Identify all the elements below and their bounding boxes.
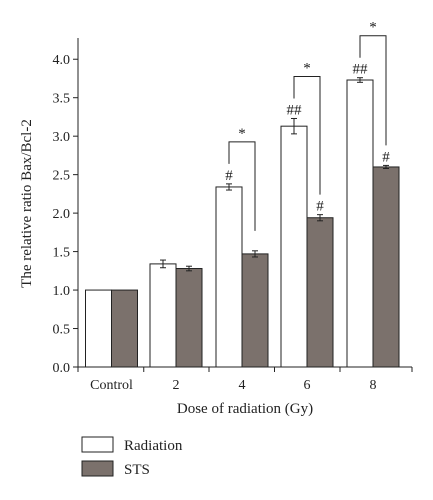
comparison-bracket bbox=[228, 141, 256, 231]
bar-radiation-1 bbox=[149, 263, 177, 368]
axes: 0.0 0.5 1.0 1.5 2.0 2.5 3.0 3.5 4.0 Control 2 4 6 8 bbox=[53, 38, 413, 393]
y-tick-label: 0.0 bbox=[53, 361, 71, 376]
bar-radiation-0 bbox=[85, 289, 112, 368]
significance-mark: # bbox=[316, 199, 324, 215]
legend-swatch bbox=[81, 436, 114, 453]
bar-sts-3 bbox=[306, 217, 334, 368]
comparison-bracket bbox=[293, 75, 321, 195]
y-tick-label: 2.5 bbox=[53, 169, 71, 184]
legend: Radiation STS bbox=[81, 436, 183, 478]
comparison-label: * bbox=[303, 60, 311, 76]
comparison-bracket bbox=[359, 35, 387, 146]
bar-sts-0 bbox=[111, 289, 138, 368]
bar-radiation-3 bbox=[280, 125, 308, 368]
x-tick-label: 2 bbox=[173, 378, 180, 393]
bar-sts-2 bbox=[241, 253, 269, 368]
significance-mark: ## bbox=[353, 62, 369, 78]
significance-mark: ## bbox=[287, 102, 303, 118]
x-axis-title: Dose of radiation (Gy) bbox=[177, 401, 313, 417]
y-axis-title: The relative ratio Bax/Bcl-2 bbox=[19, 119, 35, 288]
legend-label: Radiation bbox=[124, 438, 183, 454]
significance-mark: # bbox=[225, 168, 233, 184]
bar-sts-1 bbox=[175, 268, 203, 368]
y-tick-label: 2.0 bbox=[53, 207, 71, 222]
x-tick-label: 6 bbox=[304, 378, 311, 393]
plot-area: #######*** bbox=[85, 20, 400, 368]
significance-mark: # bbox=[382, 149, 390, 165]
legend-swatch bbox=[81, 460, 114, 477]
x-tick-label: Control bbox=[90, 378, 133, 393]
x-tick-label: 4 bbox=[239, 378, 246, 393]
comparison-label: * bbox=[238, 126, 246, 142]
y-tick-label: 3.5 bbox=[53, 92, 71, 107]
y-tick-label: 4.0 bbox=[53, 53, 71, 68]
comparison-label: * bbox=[369, 20, 377, 36]
y-tick-label: 1.5 bbox=[53, 246, 71, 261]
y-tick-label: 0.5 bbox=[53, 323, 71, 338]
bar-sts-4 bbox=[372, 166, 400, 368]
bar-radiation-2 bbox=[215, 186, 243, 368]
y-tick-label: 3.0 bbox=[53, 130, 71, 145]
y-tick-label: 1.0 bbox=[53, 284, 71, 299]
legend-label: STS bbox=[124, 462, 150, 478]
x-tick-label: 8 bbox=[370, 378, 377, 393]
bar-radiation-4 bbox=[346, 79, 374, 368]
